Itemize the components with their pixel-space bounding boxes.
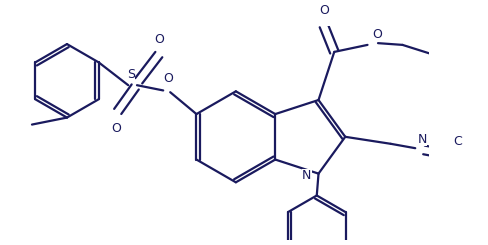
Text: O: O: [318, 4, 328, 17]
Text: N: N: [417, 134, 427, 147]
Text: O: O: [154, 33, 163, 46]
Text: N: N: [302, 169, 311, 182]
Text: O: O: [111, 122, 121, 135]
Text: O: O: [371, 27, 381, 40]
Text: O: O: [163, 72, 173, 85]
Text: C: C: [453, 135, 462, 148]
Text: S: S: [487, 155, 488, 168]
Text: S: S: [127, 68, 135, 81]
